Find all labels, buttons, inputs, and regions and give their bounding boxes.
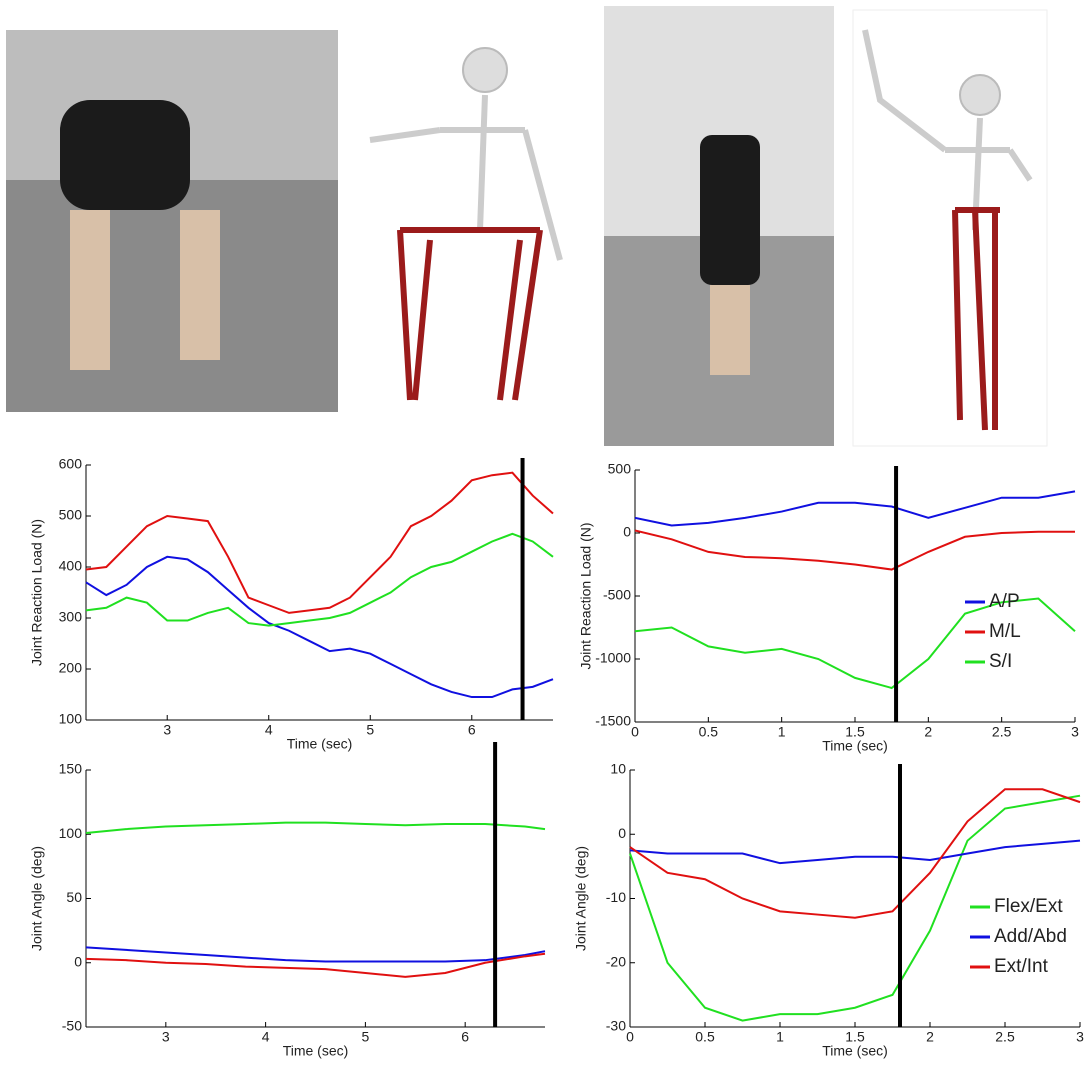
x-tick-label: 1 (778, 724, 786, 740)
x-tick-label: 3 (1076, 1029, 1084, 1045)
y-tick-label: 500 (59, 507, 83, 523)
x-tick-label: 4 (265, 722, 273, 738)
series-line (86, 534, 553, 626)
x-tick-label: 6 (468, 722, 476, 738)
y-tick-label: -1500 (595, 713, 631, 729)
series-line (86, 557, 553, 697)
y-tick-label: -20 (606, 953, 626, 969)
y-tick-label: -10 (606, 889, 626, 905)
y-tick-label: 0 (618, 825, 626, 841)
x-tick-label: 3 (1071, 724, 1079, 740)
legend-label: Flex/Ext (994, 896, 1063, 917)
series-line (86, 954, 545, 977)
x-tick-label: 0.5 (699, 724, 719, 740)
x-axis-label: Time (sec) (822, 1043, 888, 1059)
y-tick-label: 150 (59, 761, 83, 777)
photo-subject (700, 135, 760, 285)
x-tick-label: 3 (162, 1029, 170, 1045)
legend-label: Ext/Int (994, 956, 1049, 977)
y-tick-label: 10 (610, 761, 626, 777)
series-line (635, 530, 1075, 569)
legend-label: M/L (989, 621, 1021, 642)
y-tick-label: -500 (603, 587, 631, 603)
y-tick-label: -1000 (595, 650, 631, 666)
y-tick-label: -50 (62, 1018, 82, 1034)
legend-label: A/P (989, 591, 1020, 612)
y-axis-label: Joint Angle (deg) (29, 846, 45, 951)
y-tick-label: 100 (59, 711, 83, 727)
photo-skeleton-panel (853, 10, 1047, 446)
series-line (86, 947, 545, 961)
y-axis-label: Joint Reaction Load (N) (29, 519, 45, 666)
y-tick-label: 500 (608, 461, 632, 477)
series-line (630, 841, 1080, 863)
x-tick-label: 0 (631, 724, 639, 740)
series-line (86, 473, 553, 613)
x-axis-label: Time (sec) (287, 736, 353, 752)
photo-leg (70, 210, 110, 370)
series-line (635, 491, 1075, 525)
y-tick-label: 100 (59, 825, 83, 841)
x-tick-label: 2.5 (995, 1029, 1015, 1045)
legend-label: S/I (989, 651, 1012, 672)
page: {"chart_data": [ {"type": "line", "x_lab… (0, 0, 1088, 1061)
x-tick-label: 2 (924, 724, 932, 740)
y-tick-label: 0 (74, 953, 82, 969)
x-tick-label: 0 (626, 1029, 634, 1045)
photo-leg (710, 285, 750, 375)
y-tick-label: 600 (59, 456, 83, 472)
x-tick-label: 3 (163, 722, 171, 738)
x-tick-label: 6 (461, 1029, 469, 1045)
x-axis-label: Time (sec) (283, 1043, 349, 1059)
skeleton-seated (370, 48, 560, 400)
x-tick-label: 5 (366, 722, 374, 738)
figure: 1002003004005006003456Time (sec)Joint Re… (0, 0, 1088, 1061)
x-tick-label: 1 (776, 1029, 784, 1045)
x-tick-label: 4 (262, 1029, 270, 1045)
legend-label: Add/Abd (994, 926, 1067, 947)
x-tick-label: 5 (361, 1029, 369, 1045)
x-tick-label: 2 (926, 1029, 934, 1045)
photo-subject (60, 100, 190, 210)
y-tick-label: 400 (59, 558, 83, 574)
x-axis-label: Time (sec) (822, 738, 888, 754)
y-tick-label: 300 (59, 609, 83, 625)
series-line (86, 823, 545, 833)
x-tick-label: 2.5 (992, 724, 1012, 740)
photo-leg (180, 210, 220, 360)
y-axis-label: Joint Angle (deg) (573, 846, 589, 951)
photos (6, 6, 1047, 446)
y-tick-label: 0 (623, 524, 631, 540)
y-tick-label: 50 (66, 889, 82, 905)
y-tick-label: -30 (606, 1018, 626, 1034)
y-tick-label: 200 (59, 660, 83, 676)
y-axis-label: Joint Reaction Load (N) (578, 522, 594, 669)
x-tick-label: 0.5 (695, 1029, 715, 1045)
